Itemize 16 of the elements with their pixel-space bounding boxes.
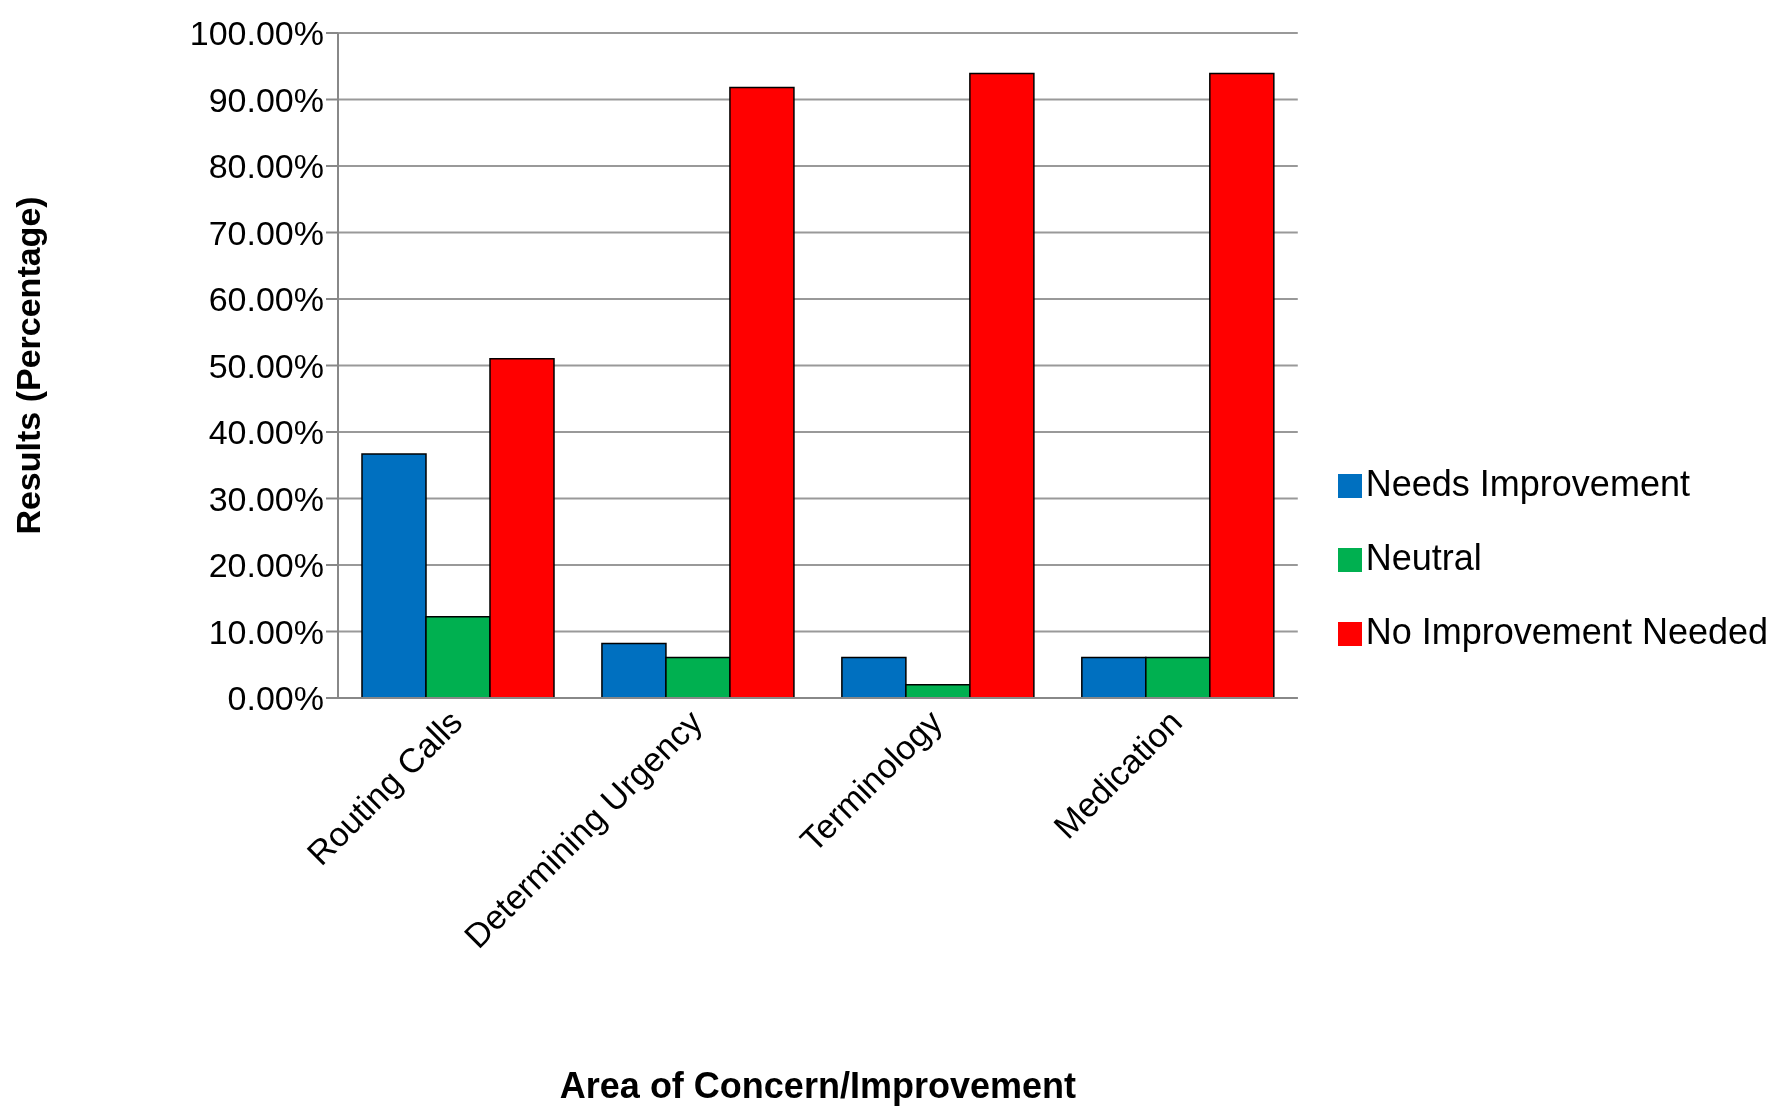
y-tick-label: 0.00% bbox=[227, 679, 324, 718]
y-tick-label: 60.00% bbox=[208, 280, 324, 319]
y-tick-label: 20.00% bbox=[208, 546, 324, 585]
y-axis-title: Results (Percentage) bbox=[9, 196, 48, 535]
y-tick-label: 90.00% bbox=[208, 80, 324, 119]
y-tick-label: 80.00% bbox=[208, 147, 324, 186]
y-tick-label: 10.00% bbox=[208, 612, 324, 651]
x-axis-title: Area of Concern/Improvement bbox=[559, 1065, 1076, 1106]
y-tick-label: 50.00% bbox=[208, 346, 324, 385]
legend-label: Neutral bbox=[1365, 537, 1482, 578]
legend-label: No Improvement Needed bbox=[1365, 611, 1768, 652]
y-tick-label: 100.00% bbox=[189, 14, 324, 53]
y-tick-label: 40.00% bbox=[208, 413, 324, 452]
y-tick-label: 70.00% bbox=[208, 213, 324, 252]
legend-label: Needs Improvement bbox=[1365, 463, 1690, 504]
y-tick-label: 30.00% bbox=[208, 479, 324, 518]
